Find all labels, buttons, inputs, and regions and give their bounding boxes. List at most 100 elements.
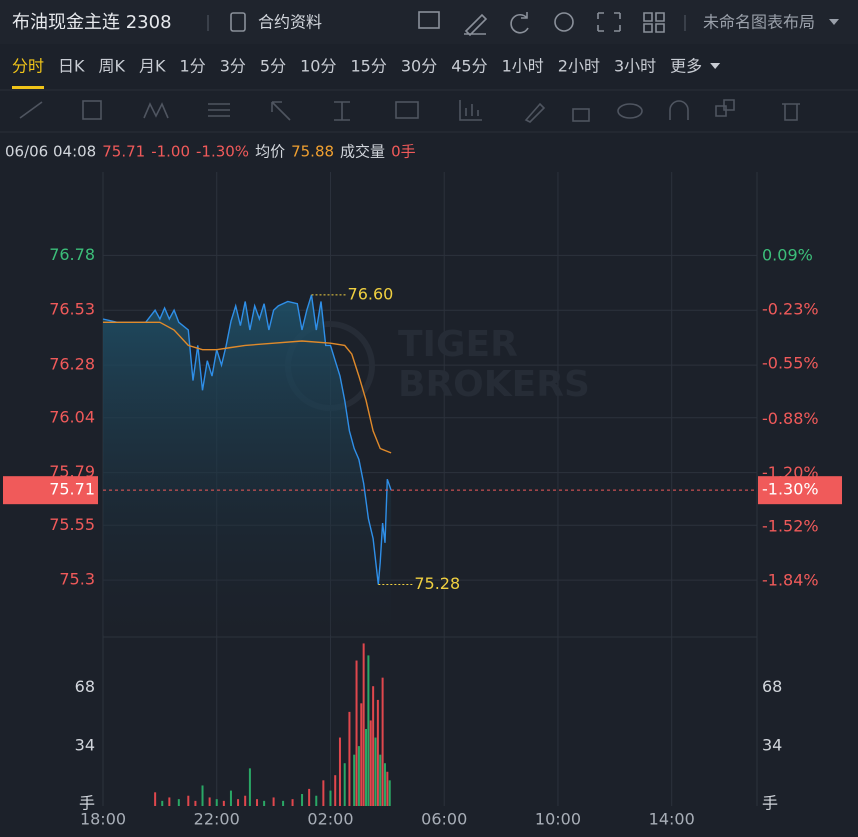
- volume-bar: [365, 728, 368, 806]
- volume-tick-label: 34: [762, 735, 782, 754]
- contract-info-button[interactable]: 合约资料: [230, 12, 322, 32]
- price-area: [103, 294, 392, 635]
- annotation-label: 76.60: [348, 284, 394, 303]
- volume-bar: [229, 790, 232, 806]
- volume-bar: [201, 785, 204, 806]
- volume-bar: [248, 768, 251, 806]
- volume-bar: [386, 771, 389, 806]
- info-bar: 06/06 04:08 75.71 -1.00 -1.30% 均价 75.88 成交量 0手: [5, 143, 416, 161]
- x-tick-label: 02:00: [307, 810, 353, 829]
- chart: 18:00 22:00 02:00 06:00 10:00 14:00 76.78 0.09%…: [3, 172, 842, 829]
- tool-rect[interactable]: [82, 100, 102, 120]
- tool-fib[interactable]: [208, 103, 230, 117]
- dropdown-arrow[interactable]: [829, 19, 839, 25]
- y-tick-label: 75.55: [49, 515, 95, 534]
- x-tick-label: 22:00: [194, 810, 240, 829]
- volume-bar: [244, 795, 247, 806]
- tab[interactable]: 月K: [139, 57, 166, 76]
- tab[interactable]: 日K: [58, 57, 85, 76]
- tool-eye[interactable]: [617, 103, 643, 119]
- volume-bar: [376, 699, 379, 806]
- info-item: -1.30%: [196, 143, 249, 161]
- tool-arrow[interactable]: [271, 101, 291, 121]
- tab[interactable]: 45分: [451, 57, 487, 76]
- tab[interactable]: 1分: [180, 57, 206, 76]
- volume-bar: [263, 800, 266, 806]
- info-item: 75.71: [102, 143, 145, 161]
- dropdown-arrow[interactable]: [710, 63, 721, 69]
- settings-icon[interactable]: [554, 12, 574, 32]
- tab[interactable]: 2小时: [558, 57, 600, 76]
- volume-bar: [355, 660, 358, 806]
- tool-text[interactable]: [395, 101, 419, 119]
- tool-wave[interactable]: [143, 102, 169, 119]
- tool-lock[interactable]: [572, 108, 590, 122]
- volume-bar: [161, 800, 164, 806]
- tool-magnet[interactable]: [669, 100, 689, 120]
- volume-tick-label: 68: [762, 677, 782, 696]
- tab[interactable]: 30分: [401, 57, 437, 76]
- info-item: 成交量: [340, 143, 385, 161]
- tool-copy[interactable]: [715, 99, 735, 117]
- y-tick-label: 76.78: [49, 245, 95, 264]
- tab[interactable]: 10分: [300, 57, 336, 76]
- volume-bar: [388, 780, 391, 806]
- volume-bar: [343, 763, 346, 806]
- tool-pen[interactable]: [524, 102, 546, 123]
- volume-bar: [187, 795, 190, 806]
- volume-bar: [357, 746, 360, 806]
- tool-line[interactable]: [19, 101, 43, 119]
- volume-bar: [353, 754, 356, 806]
- info-item: 06/06 04:08: [5, 143, 96, 161]
- tab[interactable]: 分时: [12, 57, 44, 76]
- y2-tick-label: -1.84%: [762, 571, 819, 590]
- tool-delete[interactable]: [782, 103, 800, 121]
- info-item: -1.00: [151, 143, 190, 161]
- last-price-label: 75.71: [49, 480, 95, 499]
- title: 布油现金主连 2308: [12, 12, 172, 33]
- volume-bar: [177, 799, 180, 806]
- volume-tick-label: 手: [762, 794, 778, 813]
- y2-tick-label: 0.09%: [762, 246, 813, 265]
- average-line: [103, 321, 392, 454]
- tab[interactable]: 更多: [670, 57, 702, 76]
- watermark: TIGER: [398, 324, 518, 365]
- volume-bar: [367, 655, 370, 806]
- tab[interactable]: 15分: [350, 57, 386, 76]
- price-line: [102, 294, 392, 585]
- layout-icon[interactable]: [643, 12, 665, 33]
- tab[interactable]: 1小时: [502, 57, 544, 76]
- y-tick-label: 75.3: [59, 570, 95, 589]
- volume-bar: [362, 643, 365, 806]
- info-item: 75.88: [291, 143, 334, 161]
- refresh-icon[interactable]: [510, 12, 529, 34]
- annotation-label: 75.28: [414, 574, 460, 593]
- contract-info[interactable]: 合约资料: [258, 13, 322, 32]
- x-tick-label: 18:00: [80, 810, 126, 829]
- header-bar: [0, 0, 858, 44]
- info-item: 均价: [255, 143, 285, 161]
- y-tick-label: 76.53: [49, 300, 95, 319]
- edit-icon[interactable]: [464, 13, 488, 37]
- volume-tick-label: 手: [79, 794, 95, 813]
- volume-bar: [272, 797, 275, 806]
- tab[interactable]: 3分: [220, 57, 246, 76]
- volume-bar: [215, 799, 218, 806]
- volume-bar: [315, 795, 318, 806]
- chart-icon[interactable]: [418, 11, 440, 29]
- layout-name[interactable]: 未命名图表布局: [703, 13, 815, 32]
- x-tick-label: 10:00: [535, 810, 581, 829]
- tab[interactable]: 周K: [99, 57, 126, 76]
- volume-tick-label: 34: [75, 735, 95, 754]
- watermark: BROKERS: [398, 364, 590, 405]
- volume-bar: [154, 792, 157, 806]
- fullscreen-icon[interactable]: [597, 12, 621, 32]
- tool-bars[interactable]: [459, 100, 482, 121]
- info-item: 0手: [391, 143, 416, 161]
- tab[interactable]: 5分: [260, 57, 286, 76]
- tool-measure[interactable]: [334, 101, 350, 121]
- volume-bar: [168, 797, 171, 806]
- tab[interactable]: 3小时: [614, 57, 656, 76]
